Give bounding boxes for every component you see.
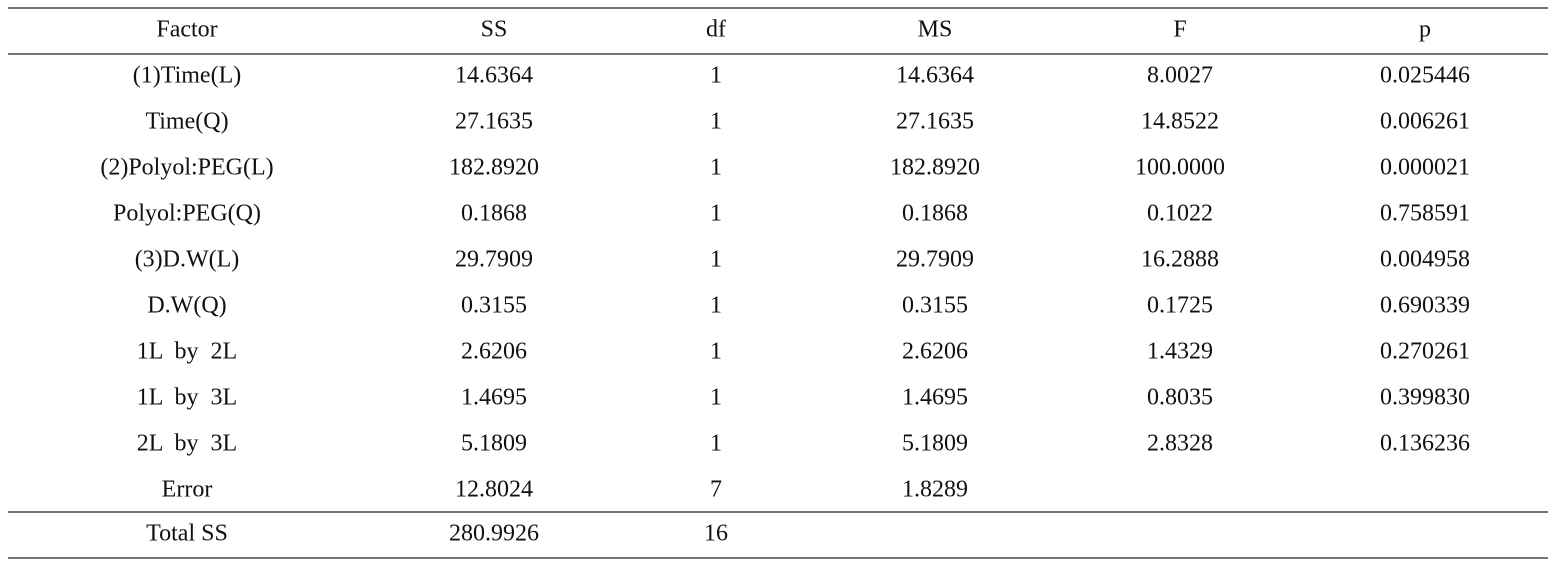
total-label: Total SS — [146, 521, 228, 547]
cell: 0.1022 — [1147, 201, 1213, 227]
header-cell: Factor — [156, 17, 217, 43]
cell: 182.8920 — [890, 155, 980, 181]
cell: 8.0027 — [1147, 63, 1213, 89]
cell: 182.8920 — [449, 155, 539, 181]
row-label: (1)Time(L) — [133, 63, 241, 89]
cell: 0.3155 — [902, 293, 968, 319]
cell: 27.1635 — [455, 109, 533, 135]
cell: 1 — [710, 339, 722, 365]
cell: 1 — [710, 385, 722, 411]
cell: 0.8035 — [1147, 385, 1213, 411]
cell: 1 — [710, 201, 722, 227]
cell: 0.3155 — [461, 293, 527, 319]
cell: 100.0000 — [1135, 155, 1225, 181]
cell: 1 — [710, 431, 722, 457]
cell: 0.1868 — [902, 201, 968, 227]
cell: 0.1868 — [461, 201, 527, 227]
cell: 1.8289 — [902, 477, 968, 503]
cell: 0.690339 — [1380, 293, 1470, 319]
total-cell: 280.9926 — [449, 521, 539, 547]
cell: 7 — [710, 477, 722, 503]
cell: 5.1809 — [902, 431, 968, 457]
row-label: (3)D.W(L) — [135, 247, 240, 273]
cell: 0.136236 — [1380, 431, 1470, 457]
cell: 29.7909 — [455, 247, 533, 273]
cell: 1.4329 — [1147, 339, 1213, 365]
cell: 0.399830 — [1380, 385, 1470, 411]
cell: 5.1809 — [461, 431, 527, 457]
row-label: 1L by 3L — [137, 385, 237, 411]
cell: 29.7909 — [896, 247, 974, 273]
row-label: 1L by 2L — [137, 339, 237, 365]
cell: 1 — [710, 155, 722, 181]
cell: 12.8024 — [455, 477, 533, 503]
cell: 14.6364 — [896, 63, 974, 89]
cell: 0.000021 — [1380, 155, 1470, 181]
header-cell: SS — [481, 17, 508, 43]
row-label: Time(Q) — [145, 109, 228, 135]
row-label: (2)Polyol:PEG(L) — [100, 155, 273, 181]
cell: 0.025446 — [1380, 63, 1470, 89]
cell: 0.006261 — [1380, 109, 1470, 135]
cell: 2.6206 — [902, 339, 968, 365]
total-cell: 16 — [704, 521, 728, 547]
cell: 0.004958 — [1380, 247, 1470, 273]
header-cell: p — [1419, 17, 1431, 43]
cell: 1 — [710, 63, 722, 89]
cell: 1 — [710, 247, 722, 273]
row-label: 2L by 3L — [137, 431, 237, 457]
cell: 14.6364 — [455, 63, 533, 89]
cell: 0.758591 — [1380, 201, 1470, 227]
cell: 27.1635 — [896, 109, 974, 135]
row-label: Error — [162, 477, 213, 503]
cell: 0.270261 — [1380, 339, 1470, 365]
cell: 16.2888 — [1141, 247, 1219, 273]
row-label: D.W(Q) — [147, 293, 226, 319]
cell: 1.4695 — [902, 385, 968, 411]
cell: 1.4695 — [461, 385, 527, 411]
cell: 14.8522 — [1141, 109, 1219, 135]
cell: 2.6206 — [461, 339, 527, 365]
cell: 1 — [710, 293, 722, 319]
header-cell: MS — [918, 17, 953, 43]
cell: 1 — [710, 109, 722, 135]
header-cell: df — [706, 17, 726, 43]
row-label: Polyol:PEG(Q) — [113, 201, 261, 227]
cell: 2.8328 — [1147, 431, 1213, 457]
cell: 0.1725 — [1147, 293, 1213, 319]
header-cell: F — [1173, 17, 1186, 43]
